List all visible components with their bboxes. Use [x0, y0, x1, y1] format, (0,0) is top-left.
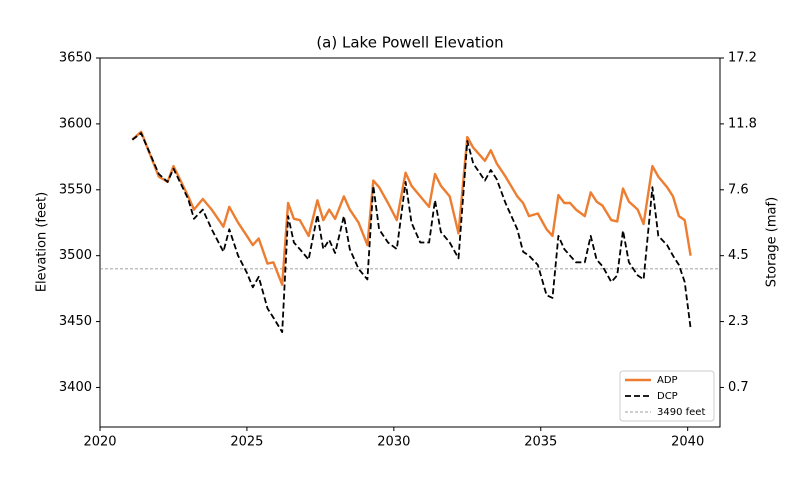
legend-label: 3490 feet	[657, 407, 705, 418]
y2-tick-label: 17.2	[728, 51, 757, 66]
y-tick-label: 3600	[59, 116, 92, 131]
plot-frame	[99, 57, 721, 428]
chart-title: (a) Lake Powell Elevation	[316, 34, 503, 52]
legend-box	[619, 370, 715, 422]
legend-label: DCP	[657, 391, 678, 402]
y2-tick-label: 11.8	[728, 116, 757, 131]
y-tick-label: 3400	[59, 380, 92, 395]
y2-axis-label: Storage (maf)	[765, 197, 780, 287]
x-tick-label: 2020	[83, 435, 116, 450]
y-axis-label: Elevation (feet)	[35, 192, 50, 292]
x-tick-label: 2025	[230, 435, 263, 450]
y-tick-label: 3550	[59, 182, 92, 197]
y2-tick-label: 2.3	[728, 314, 749, 329]
y2-tick-label: 4.5	[728, 248, 749, 263]
y-tick-label: 3500	[59, 248, 92, 263]
series-line	[131, 132, 692, 334]
y-tick-label: 3650	[59, 51, 92, 66]
series-line	[131, 130, 692, 286]
y-tick-label: 3450	[59, 314, 92, 329]
x-tick-label: 2040	[671, 435, 704, 450]
y2-tick-label: 0.7	[728, 380, 749, 395]
legend-label: ADP	[657, 375, 678, 386]
x-tick-label: 2035	[524, 435, 557, 450]
y2-tick-label: 7.6	[728, 182, 749, 197]
x-tick-label: 2030	[377, 435, 410, 450]
